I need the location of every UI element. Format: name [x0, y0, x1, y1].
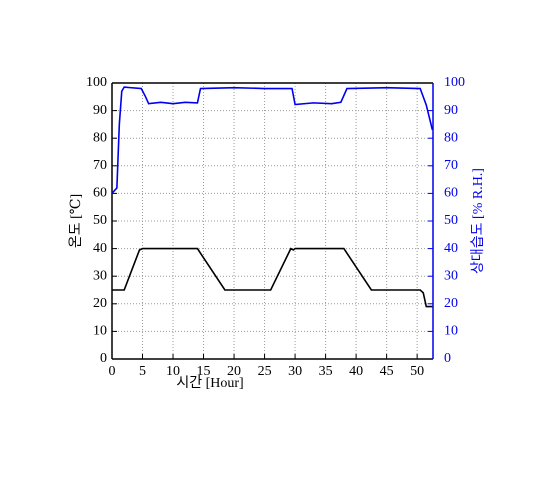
x-tick-label: 50	[410, 364, 424, 379]
y-tick-label: 10	[93, 324, 107, 339]
y2-tick-label: 20	[444, 296, 458, 311]
x-tick-label: 10	[166, 364, 180, 379]
y2-axis-label: 상대습도 [% R.H.]	[470, 168, 486, 274]
data-line	[111, 86, 434, 194]
y-tick-label: 50	[93, 213, 107, 228]
x-tick-label: 5	[139, 364, 146, 379]
x-tick-label: 20	[227, 364, 241, 379]
y-tick-label: 70	[93, 158, 107, 173]
y-tick-label: 0	[100, 351, 107, 366]
x-tick-label: 35	[319, 364, 333, 379]
y2-tick-label: 0	[444, 351, 451, 366]
y-tick-label: 80	[93, 130, 107, 145]
x-tick-label: 15	[197, 364, 211, 379]
x-tick-label: 30	[288, 364, 302, 379]
y2-tick-label: 80	[444, 130, 458, 145]
y2-tick-label: 60	[444, 186, 458, 201]
y-tick-label: 30	[93, 268, 107, 283]
x-tick-label: 45	[380, 364, 394, 379]
y-tick-label: 40	[93, 241, 107, 256]
y-tick-label: 100	[86, 75, 107, 90]
y-tick-label: 60	[93, 186, 107, 201]
x-tick-label: 25	[258, 364, 272, 379]
y2-tick-label: 10	[444, 324, 458, 339]
y-tick-label: 20	[93, 296, 107, 311]
x-tick-label: 0	[109, 364, 116, 379]
y-axis-label: 온도 [℃]	[69, 194, 84, 248]
y2-tick-label: 50	[444, 213, 458, 228]
y2-tick-label: 40	[444, 241, 458, 256]
x-axis-label: 시간 [Hour]	[176, 375, 243, 391]
y2-tick-label: 100	[444, 75, 465, 90]
y2-tick-label: 70	[444, 158, 458, 173]
x-tick-label: 40	[349, 364, 363, 379]
y-tick-label: 90	[93, 103, 107, 118]
y2-tick-label: 30	[444, 268, 458, 283]
y2-tick-label: 90	[444, 103, 458, 118]
data-line	[112, 247, 433, 308]
